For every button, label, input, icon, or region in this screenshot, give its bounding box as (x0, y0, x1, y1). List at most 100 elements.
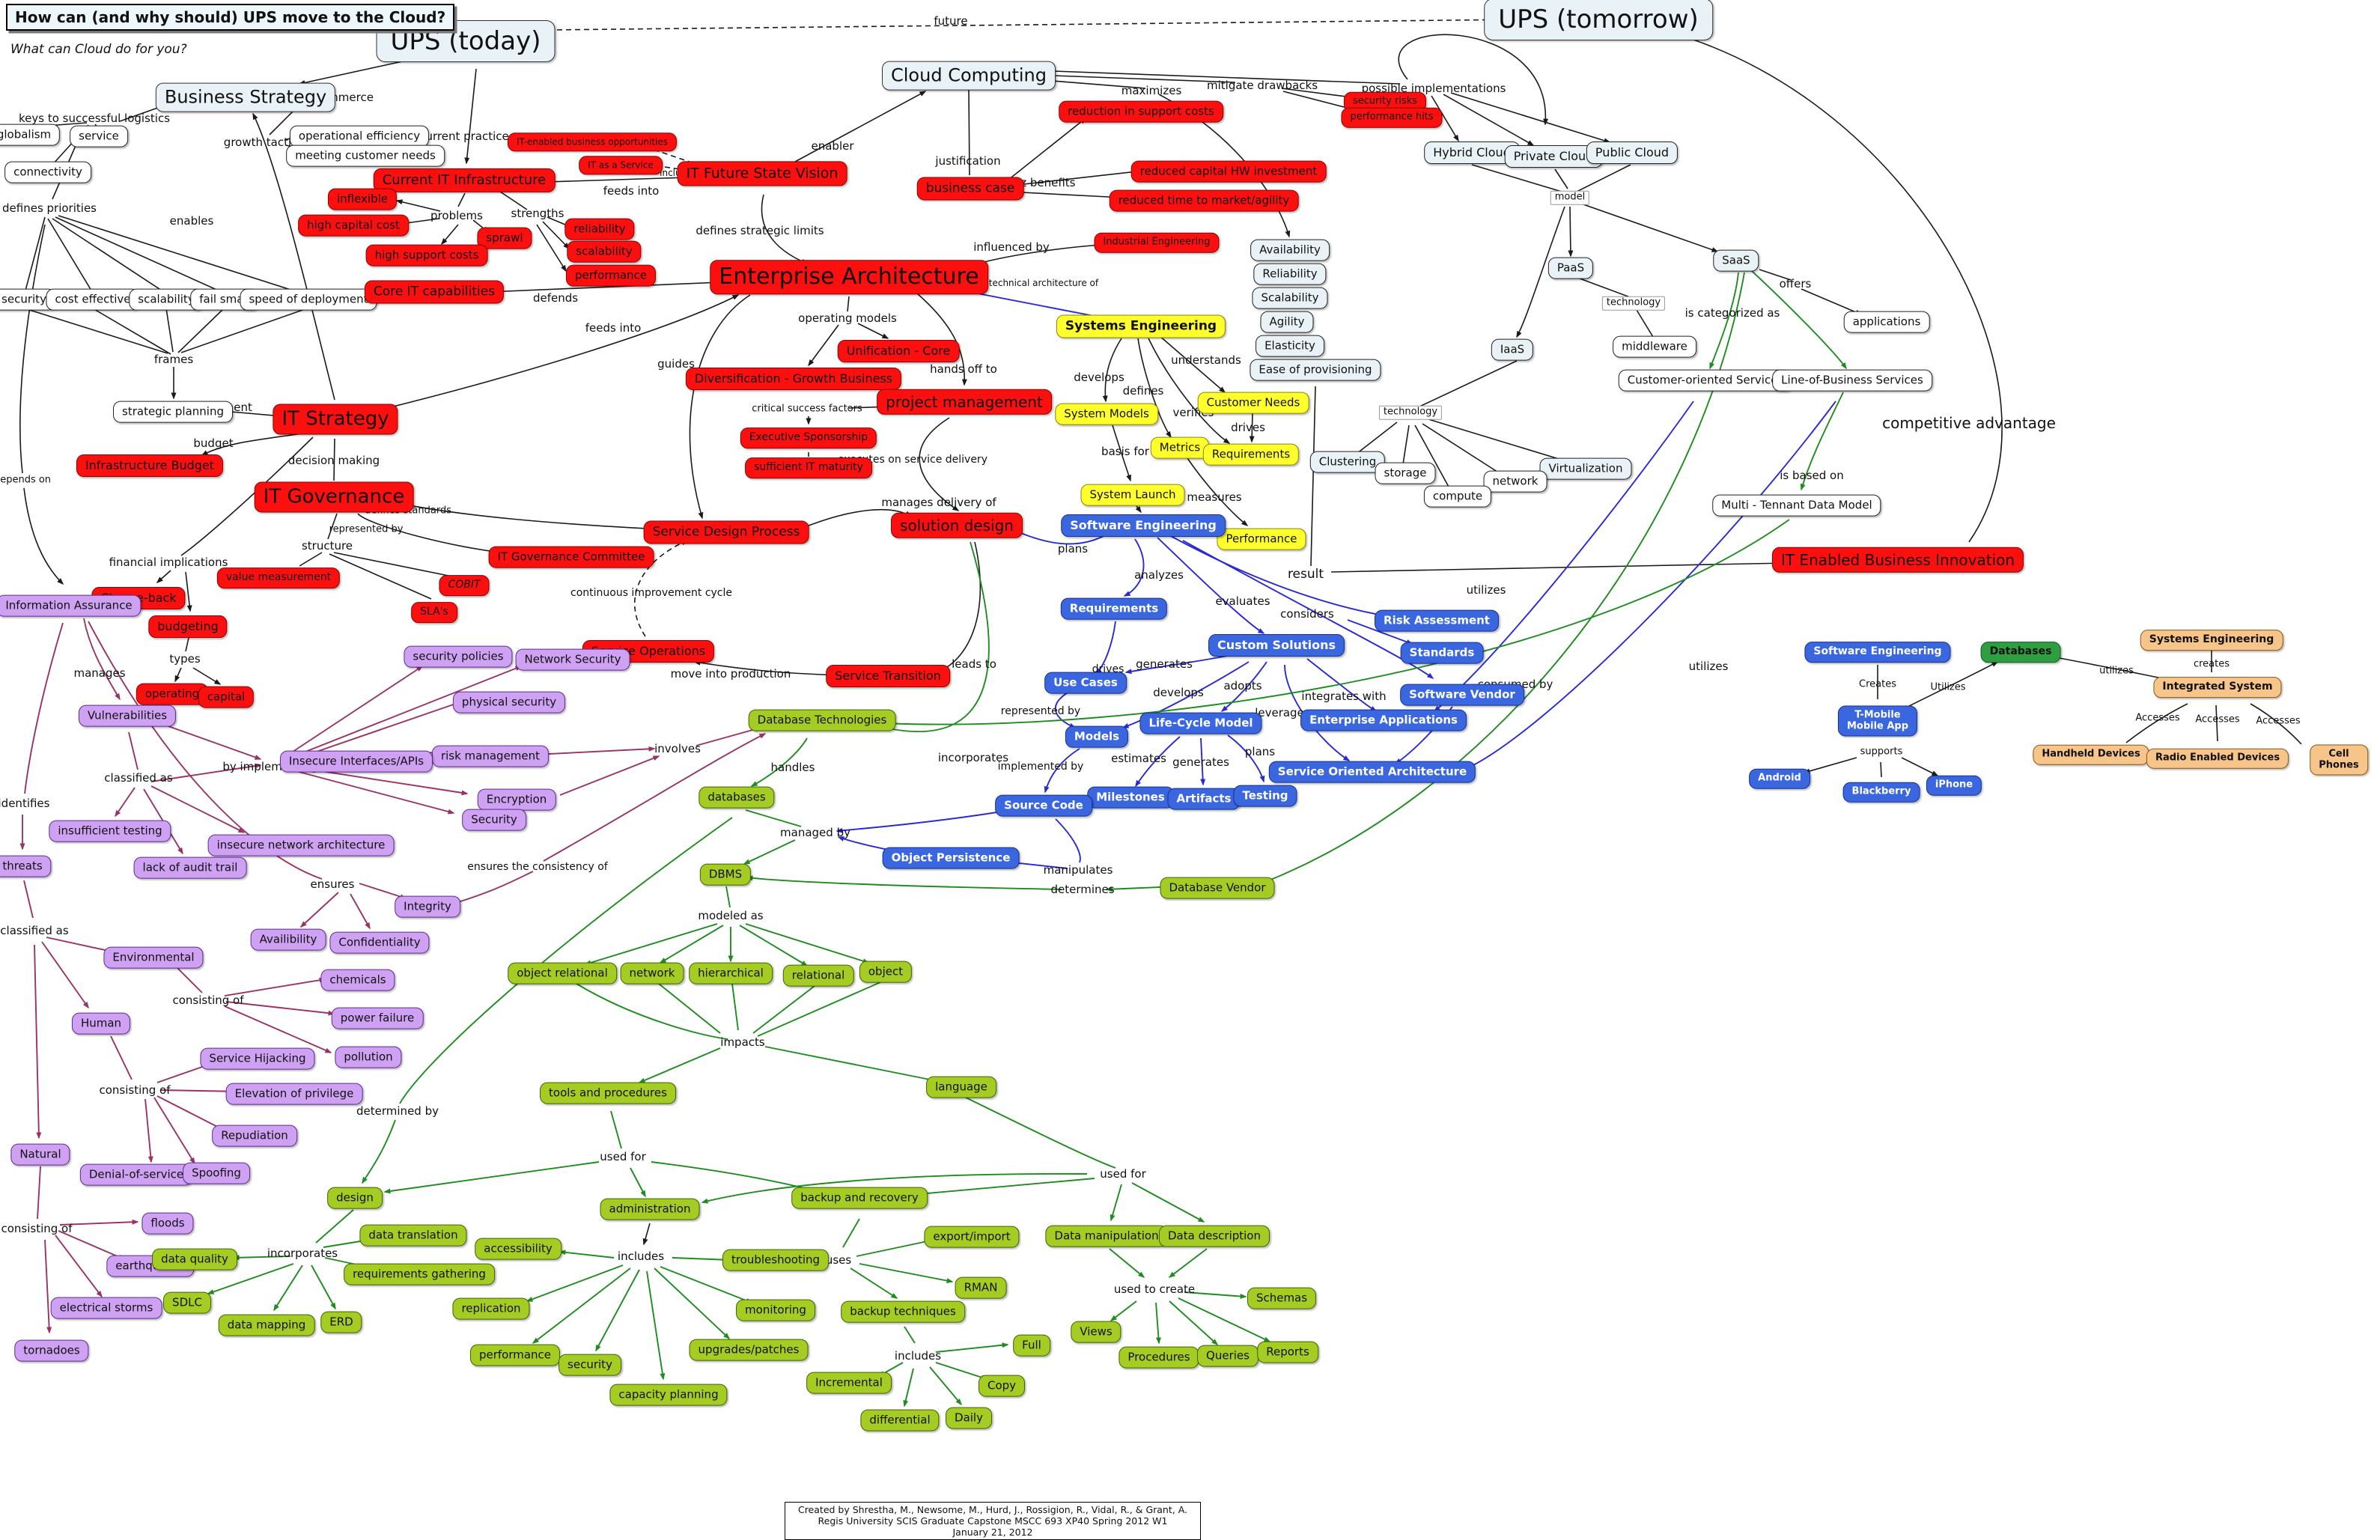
scalability-node[interactable]: Scalability (1252, 287, 1328, 309)
ease-of-provisioning-node[interactable]: Ease of provisioning (1250, 359, 1381, 381)
databases-node[interactable]: Databases (1980, 642, 2061, 663)
sdlc-node[interactable]: SDLC (163, 1291, 211, 1314)
it-enabled-business-innovation-node[interactable]: IT Enabled Business Innovation (1771, 547, 2024, 573)
monitoring-node[interactable]: monitoring (736, 1299, 815, 1321)
private-cloud-node[interactable]: Private Cloud (1504, 145, 1603, 168)
service-transition-node[interactable]: Service Transition (826, 665, 950, 687)
incremental-node[interactable]: Incremental (806, 1372, 892, 1394)
it-governance-committee-node[interactable]: IT Governance Committee (488, 546, 654, 568)
risk-assessment-node[interactable]: Risk Assessment (1375, 609, 1499, 632)
relational-node[interactable]: relational (782, 964, 854, 987)
software-vendor-node[interactable]: Software Vendor (1400, 684, 1524, 706)
information-assurance-node[interactable]: Information Assurance (0, 594, 141, 617)
metrics-node[interactable]: Metrics (1150, 436, 1210, 459)
it-as-a-service-node[interactable]: IT as a Service (579, 156, 663, 175)
views-node[interactable]: Views (1071, 1321, 1121, 1343)
sla-s-node[interactable]: SLA's (411, 602, 457, 623)
unification-core-node[interactable]: Unification - Core (837, 340, 960, 362)
lack-of-audit-trail-node[interactable]: lack of audit trail (133, 856, 247, 879)
project-management-node[interactable]: project management (877, 389, 1052, 416)
it-enabled-business-opportunities-node[interactable]: IT-enabled business opportunities (507, 133, 678, 152)
tornadoes-node[interactable]: tornadoes (14, 1339, 89, 1362)
meeting-customer-needs-node[interactable]: meeting customer needs (286, 144, 445, 167)
industrial-engineering-node[interactable]: Industrial Engineering (1094, 232, 1220, 253)
life-cycle-model-node[interactable]: Life-Cycle Model (1139, 712, 1262, 734)
agility-node[interactable]: Agility (1260, 311, 1314, 333)
milestones-node[interactable]: Milestones (1087, 786, 1174, 809)
design-node[interactable]: design (327, 1187, 383, 1209)
value-measurement-node[interactable]: value measurement (216, 567, 341, 588)
data-quality-node[interactable]: data quality (152, 1248, 237, 1270)
copy-node[interactable]: Copy (978, 1375, 1026, 1397)
model-node[interactable]: model (1550, 190, 1590, 205)
customer-needs-node[interactable]: Customer Needs (1197, 392, 1309, 414)
software-engineering-node[interactable]: Software Engineering (1804, 642, 1951, 663)
enterprise-applications-node[interactable]: Enterprise Applications (1300, 709, 1467, 731)
scalability-node[interactable]: scalability (567, 240, 642, 263)
physical-security-node[interactable]: physical security (452, 691, 566, 713)
performance-node[interactable]: Performance (1217, 528, 1306, 550)
infrastructure-budget-node[interactable]: Infrastructure Budget (76, 454, 224, 477)
object-node[interactable]: object (859, 961, 913, 983)
insufficient-testing-node[interactable]: insufficient testing (49, 820, 171, 842)
clustering-node[interactable]: Clustering (1309, 451, 1386, 473)
cost-effective-node[interactable]: cost effective (46, 288, 140, 311)
threats-node[interactable]: threats (0, 855, 52, 877)
export-import-node[interactable]: export/import (924, 1226, 1020, 1248)
power-failure-node[interactable]: power failure (331, 1007, 424, 1029)
rman-node[interactable]: RMAN (955, 1276, 1007, 1299)
customer-oriented-services-node[interactable]: Customer-oriented Services (1618, 369, 1793, 392)
differential-node[interactable]: differential (860, 1409, 940, 1431)
daily-node[interactable]: Daily (946, 1407, 992, 1429)
natural-node[interactable]: Natural (10, 1143, 70, 1166)
cloud-computing-node[interactable]: Cloud Computing (882, 61, 1056, 91)
service-node[interactable]: service (70, 125, 128, 147)
tools-and-procedures-node[interactable]: tools and procedures (540, 1082, 676, 1104)
it-strategy-node[interactable]: IT Strategy (273, 404, 398, 435)
risk-management-node[interactable]: risk management (431, 745, 550, 767)
android-node[interactable]: Android (1749, 768, 1810, 789)
administration-node[interactable]: administration (600, 1198, 700, 1220)
spoofing-node[interactable]: Spoofing (183, 1162, 250, 1184)
applications-node[interactable]: applications (1843, 311, 1930, 333)
storage-node[interactable]: storage (1375, 462, 1436, 484)
sufficient-it-maturity-node[interactable]: sufficient IT maturity (745, 457, 872, 478)
hierarchical-node[interactable]: hierarchical (689, 962, 773, 984)
paas-node[interactable]: PaaS (1547, 257, 1594, 279)
connectivity-node[interactable]: connectivity (4, 161, 91, 183)
it-future-state-vision-node[interactable]: IT Future State Vision (677, 161, 847, 186)
service-design-process-node[interactable]: Service Design Process (643, 520, 809, 544)
reduction-in-support-costs-node[interactable]: reduction in support costs (1059, 100, 1223, 123)
system-models-node[interactable]: System Models (1055, 403, 1158, 425)
dbms-node[interactable]: DBMS (699, 863, 752, 886)
ups-today-node[interactable]: UPS (today) (376, 19, 556, 63)
network-node[interactable]: network (1483, 470, 1547, 493)
hybrid-cloud-node[interactable]: Hybrid Cloud (1424, 141, 1520, 164)
backup-techniques-node[interactable]: backup techniques (841, 1300, 965, 1323)
performance-node[interactable]: performance (469, 1344, 561, 1366)
database-technologies-node[interactable]: Database Technologies (748, 709, 896, 731)
requirements-node[interactable]: Requirements (1202, 443, 1300, 466)
line-of-business-services-node[interactable]: Line-of-Business Services (1772, 369, 1932, 392)
capital-node[interactable]: capital (198, 686, 255, 708)
human-node[interactable]: Human (71, 1012, 131, 1035)
object-persistence-node[interactable]: Object Persistence (882, 847, 1020, 869)
performance-node[interactable]: performance (565, 264, 657, 287)
reliability-node[interactable]: reliability (564, 218, 635, 240)
network-node[interactable]: network (620, 962, 684, 984)
elasticity-node[interactable]: Elasticity (1256, 335, 1324, 357)
service-hijacking-node[interactable]: Service Hijacking (200, 1047, 315, 1070)
availibility-node[interactable]: Availibility (250, 928, 326, 951)
virtualization-node[interactable]: Virtualization (1539, 457, 1632, 480)
technology-node[interactable]: technology (1378, 405, 1443, 420)
schemas-node[interactable]: Schemas (1247, 1287, 1317, 1309)
iphone-node[interactable]: iPhone (1926, 775, 1982, 796)
elevation-of-privilege-node[interactable]: Elevation of privilege (225, 1083, 363, 1105)
data-description-node[interactable]: Data description (1159, 1225, 1270, 1247)
database-vendor-node[interactable]: Database Vendor (1160, 877, 1275, 899)
systems-engineering-node[interactable]: Systems Engineering (1056, 314, 1226, 338)
backup-and-recovery-node[interactable]: backup and recovery (791, 1187, 928, 1209)
artifacts-node[interactable]: Artifacts (1167, 788, 1241, 810)
network-security-node[interactable]: Network Security (515, 648, 630, 671)
accessibility-node[interactable]: accessibility (475, 1238, 561, 1260)
